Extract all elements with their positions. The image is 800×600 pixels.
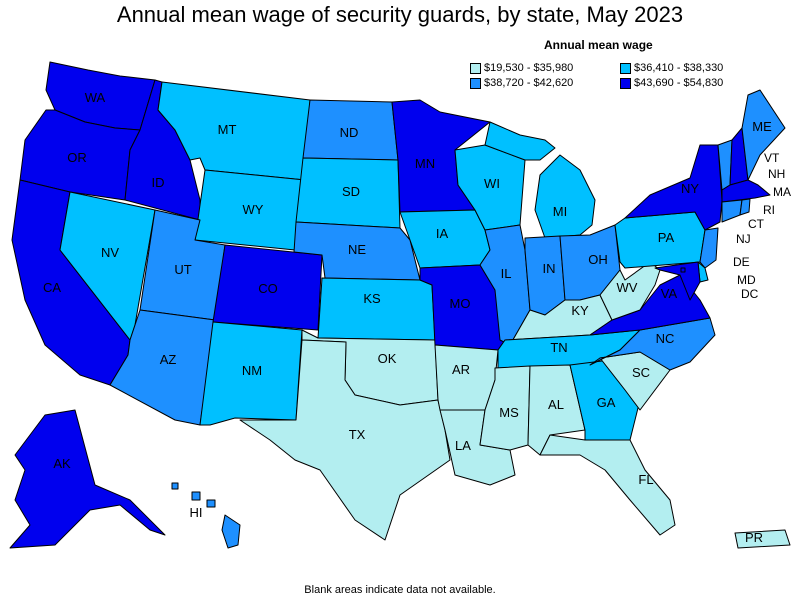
state-label-al: AL xyxy=(548,397,564,412)
state-label-md: MD xyxy=(737,273,756,287)
legend-label: $19,530 - $35,980 xyxy=(484,62,574,74)
state-ct[interactable] xyxy=(721,199,743,223)
state-label-wv: WV xyxy=(617,280,638,295)
state-label-mi: MI xyxy=(553,204,567,219)
state-nj[interactable] xyxy=(699,227,719,269)
state-label-la: LA xyxy=(455,438,471,453)
state-label-ut: UT xyxy=(174,262,191,277)
state-label-wy: WY xyxy=(243,202,264,217)
state-dc[interactable] xyxy=(680,267,686,273)
state-label-sd: SD xyxy=(342,184,360,199)
state-label-in: IN xyxy=(543,261,556,276)
state-label-ny: NY xyxy=(681,181,699,196)
state-label-pr: PR xyxy=(745,530,763,545)
state-label-va: VA xyxy=(661,286,678,301)
legend-title: Annual mean wage xyxy=(544,38,653,52)
state-label-ct: CT xyxy=(748,217,765,231)
state-tx[interactable] xyxy=(239,339,451,541)
state-label-nd: ND xyxy=(340,125,359,140)
state-label-de: DE xyxy=(733,255,750,269)
state-label-nm: NM xyxy=(242,363,262,378)
state-label-ca: CA xyxy=(43,280,61,295)
state-label-mt: MT xyxy=(218,122,237,137)
state-fl[interactable] xyxy=(539,434,676,536)
state-label-pa: PA xyxy=(658,230,675,245)
state-label-mn: MN xyxy=(415,156,435,171)
state-label-ok: OK xyxy=(378,351,397,366)
state-label-nj: NJ xyxy=(736,232,751,246)
state-label-ks: KS xyxy=(363,291,381,306)
state-label-or: OR xyxy=(67,150,87,165)
footnote: Blank areas indicate data not available. xyxy=(304,584,496,596)
state-label-tx: TX xyxy=(349,427,366,442)
legend-swatch xyxy=(620,62,631,74)
state-label-ne: NE xyxy=(348,242,366,257)
state-label-ak: AK xyxy=(53,456,71,471)
state-label-hi: HI xyxy=(190,505,203,520)
state-ri[interactable] xyxy=(739,198,751,216)
legend-label: $43,690 - $54,830 xyxy=(634,77,724,89)
state-label-il: IL xyxy=(501,266,512,281)
state-label-ga: GA xyxy=(597,395,616,410)
state-label-co: CO xyxy=(258,281,278,296)
state-md[interactable] xyxy=(654,261,701,301)
state-co[interactable] xyxy=(212,244,323,331)
state-label-dc: DC xyxy=(741,287,759,301)
state-label-ri: RI xyxy=(763,203,775,217)
state-mi-up[interactable] xyxy=(484,121,556,161)
state-label-az: AZ xyxy=(160,352,177,367)
state-label-vt: VT xyxy=(764,151,780,165)
state-nc[interactable] xyxy=(589,317,716,371)
state-label-tn: TN xyxy=(550,340,567,355)
state-hi[interactable] xyxy=(221,514,241,549)
legend-swatch xyxy=(470,77,481,89)
state-label-ky: KY xyxy=(571,303,589,318)
state-label-sc: SC xyxy=(632,365,650,380)
state-label-mo: MO xyxy=(450,296,471,311)
state-label-id: ID xyxy=(152,175,165,190)
state-label-fl: FL xyxy=(638,472,653,487)
state-label-oh: OH xyxy=(588,252,608,267)
state-label-nh: NH xyxy=(768,167,785,181)
state-label-me: ME xyxy=(752,119,772,134)
state-label-ma: MA xyxy=(773,185,791,199)
state-ks[interactable] xyxy=(317,277,436,341)
legend-label: $38,720 - $42,620 xyxy=(484,77,574,89)
state-label-nc: NC xyxy=(656,331,675,346)
state-label-ar: AR xyxy=(452,362,470,377)
state-label-ia: IA xyxy=(436,226,449,241)
legend-swatch xyxy=(620,77,631,89)
legend-label: $36,410 - $38,330 xyxy=(634,62,724,74)
state-pr[interactable] xyxy=(734,529,791,549)
state-mi[interactable] xyxy=(534,154,596,239)
state-label-wa: WA xyxy=(85,90,106,105)
legend-swatch xyxy=(470,62,481,74)
state-label-wi: WI xyxy=(484,176,500,191)
state-label-ms: MS xyxy=(499,405,519,420)
state-label-nv: NV xyxy=(101,245,119,260)
legend-item: $19,530 - $35,980 xyxy=(470,62,620,74)
legend-item: $38,720 - $42,620 xyxy=(470,77,620,89)
state-hi-islands[interactable] xyxy=(171,482,216,508)
map-title: Annual mean wage of security guards, by … xyxy=(116,2,684,27)
legend: Annual mean wage $19,530 - $35,980 $36,4… xyxy=(470,38,770,89)
legend-item: $43,690 - $54,830 xyxy=(620,77,770,89)
state-ak[interactable] xyxy=(9,409,166,549)
legend-item: $36,410 - $38,330 xyxy=(620,62,770,74)
